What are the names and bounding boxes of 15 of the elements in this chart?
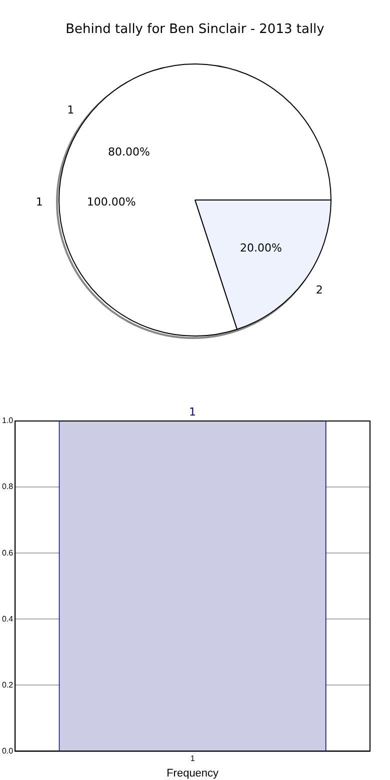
y-tick-label: 0.2: [2, 680, 14, 690]
slice-label: 2: [316, 284, 323, 297]
y-tick-label: 0.4: [2, 614, 14, 624]
data-label: 20.00%: [240, 241, 282, 254]
data-label: 1: [189, 405, 196, 418]
y-tick-label: 1.0: [2, 416, 14, 426]
y-tick-label: 0.0: [2, 746, 14, 756]
data-label: 80.00%: [108, 146, 150, 159]
x-axis-title: Frequency: [166, 767, 220, 780]
y-tick-label: 0.6: [2, 548, 14, 558]
data-label: 100.00%: [86, 196, 136, 208]
y-tick-label: 0.8: [2, 482, 14, 492]
slice-label: 1: [67, 103, 74, 116]
slice-label: 1: [36, 196, 43, 208]
chart-title: Behind tally for Ben Sinclair - 2013 tally: [64, 22, 326, 37]
